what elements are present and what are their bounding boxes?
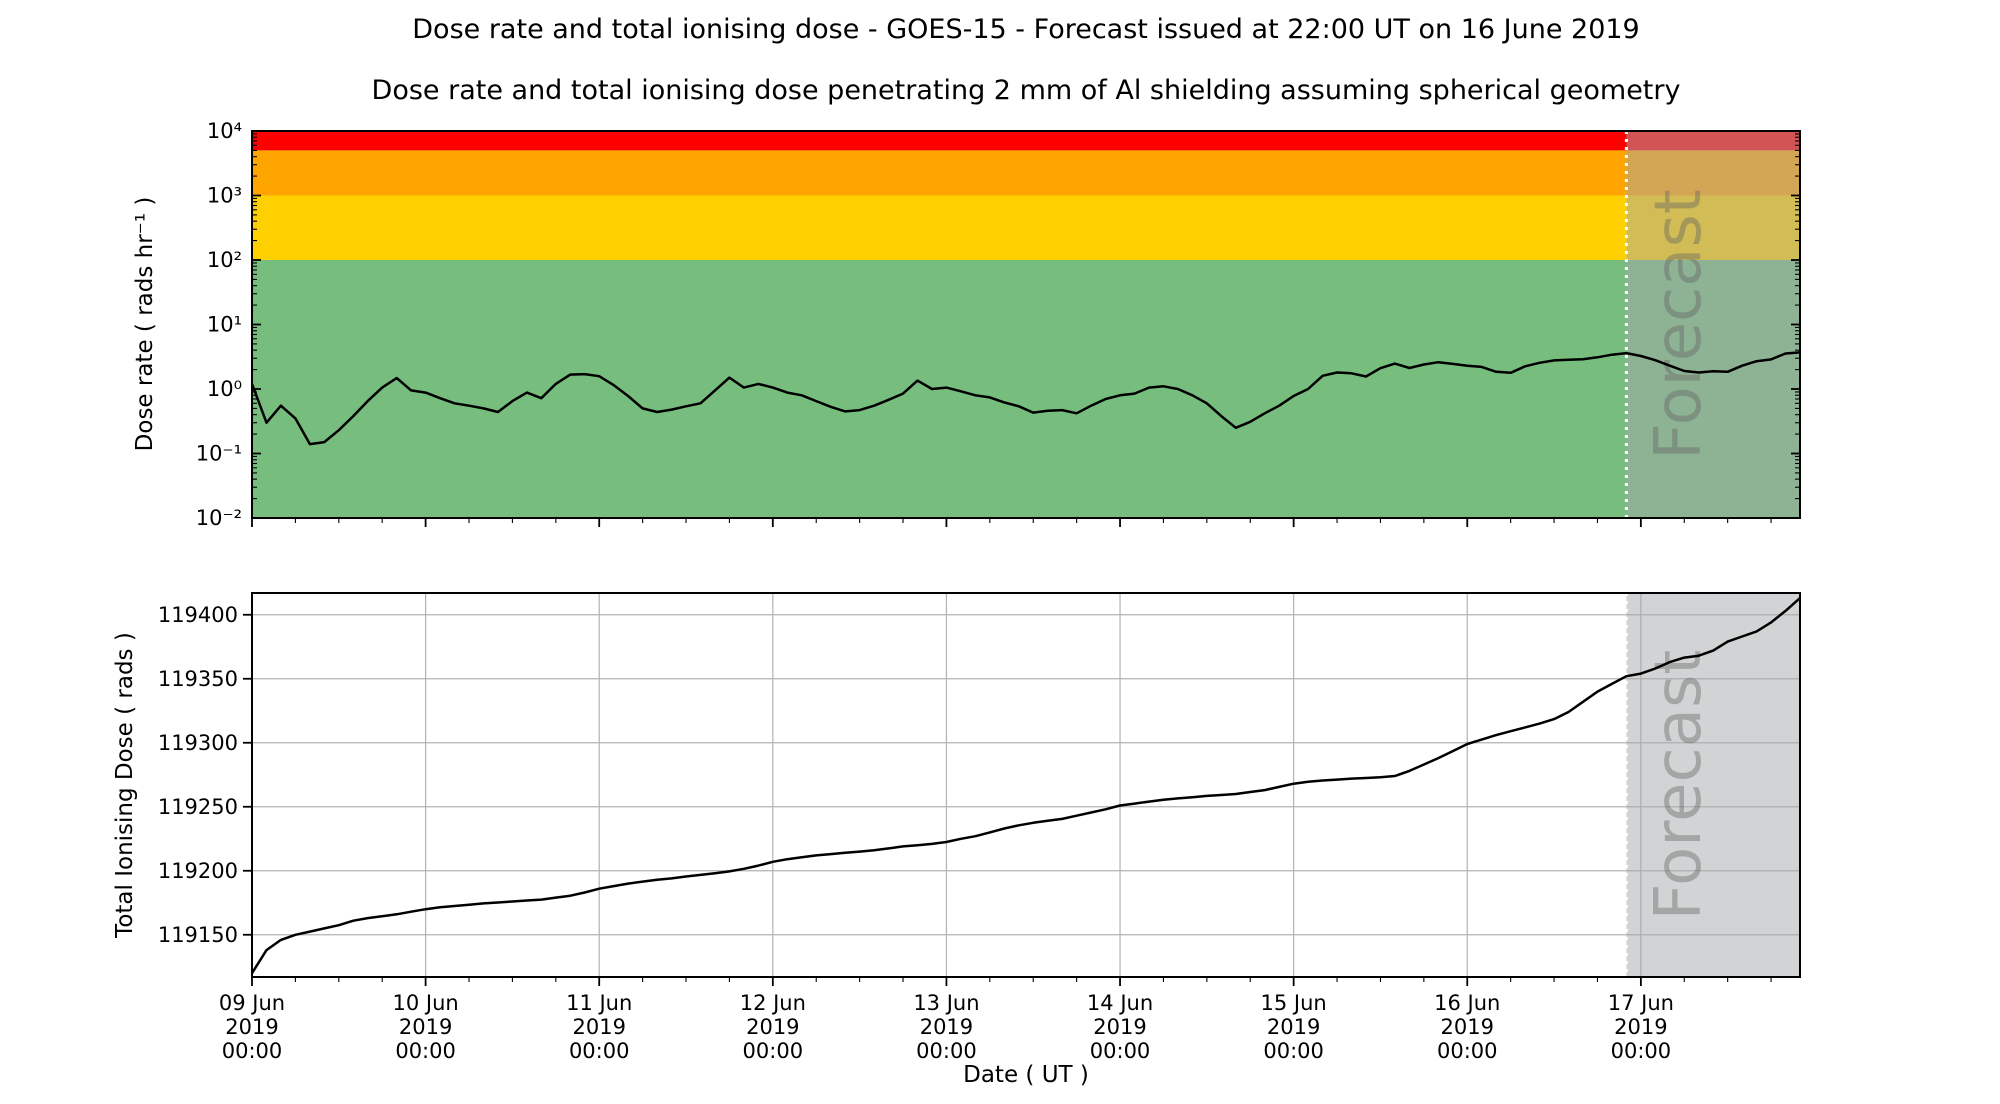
- dose-rate-y-axis-label: Dose rate ( rads hr⁻¹ ): [132, 197, 158, 452]
- y-tick-label: 10⁴: [207, 119, 242, 143]
- y-tick-label: 119250: [158, 795, 238, 819]
- x-tick-label: 00:00: [1263, 1039, 1324, 1063]
- band-red-alert: [252, 131, 1800, 151]
- total-dose-y-axis-label: Total Ionising Dose ( rads ): [112, 632, 138, 939]
- x-tick-label: 2019: [920, 1015, 973, 1039]
- x-tick-label: 00:00: [569, 1039, 630, 1063]
- x-tick-label: 2019: [1441, 1015, 1494, 1039]
- band-orange-warning: [252, 150, 1800, 196]
- dose-rate-panel: Forecast 10⁴ 10³ 10² 10¹ 10⁰ 10⁻¹ 10⁻²: [196, 119, 1801, 530]
- x-tick-label: 2019: [572, 1015, 625, 1039]
- dose-rate-line: [250, 351, 1801, 446]
- y-tick-label: 119200: [158, 859, 238, 883]
- band-green-nominal: [252, 260, 1800, 518]
- x-tick-label: 10 Jun: [392, 991, 458, 1015]
- dose-rate-panel-frame: [251, 130, 1801, 519]
- total-dose-panel-frame: [251, 592, 1801, 978]
- y-tick-label: 10⁰: [207, 377, 242, 401]
- band-yellow-caution: [252, 195, 1800, 260]
- y-tick-label: 119350: [158, 667, 238, 691]
- x-tick-label: 15 Jun: [1261, 991, 1327, 1015]
- x-tick-label: 16 Jun: [1434, 991, 1500, 1015]
- figure-title: Dose rate and total ionising dose - GOES…: [412, 14, 1639, 45]
- y-tick-label: 119400: [158, 603, 238, 627]
- x-tick-label: 00:00: [395, 1039, 456, 1063]
- x-tick-label: 00:00: [743, 1039, 804, 1063]
- x-tick-label: 17 Jun: [1608, 991, 1674, 1015]
- x-tick-label: 2019: [1614, 1015, 1667, 1039]
- x-tick-label: 00:00: [1611, 1039, 1672, 1063]
- x-tick-label: 2019: [225, 1015, 278, 1039]
- y-tick-label: 10⁻¹: [196, 442, 242, 466]
- forecast-watermark: Forecast: [1642, 189, 1716, 460]
- x-tick-label: 00:00: [1090, 1039, 1151, 1063]
- x-tick-label: 2019: [399, 1015, 452, 1039]
- x-tick-label: 2019: [746, 1015, 799, 1039]
- x-tick-label: 2019: [1267, 1015, 1320, 1039]
- y-tick-label: 10¹: [207, 313, 242, 337]
- x-tick-label: 09 Jun: [219, 991, 285, 1015]
- x-tick-label: 00:00: [222, 1039, 283, 1063]
- total-dose-line: [250, 597, 1801, 974]
- x-tick-label: 11 Jun: [566, 991, 632, 1015]
- y-tick-label: 10³: [207, 184, 242, 208]
- x-tick-label: 14 Jun: [1087, 991, 1153, 1015]
- total-dose-panel: Forecast 119150 119200 119250 119300 119350 11…: [158, 592, 1801, 1063]
- y-tick-label: 10⁻²: [196, 506, 242, 530]
- y-tick-label: 119150: [158, 923, 238, 947]
- y-tick-label: 119300: [158, 731, 238, 755]
- x-tick-label: 13 Jun: [913, 991, 979, 1015]
- x-tick-label: 2019: [1093, 1015, 1146, 1039]
- forecast-overlay: [1626, 593, 1800, 977]
- forecast-overlay: [1626, 131, 1800, 518]
- figure-subtitle: Dose rate and total ionising dose penetr…: [372, 75, 1681, 106]
- x-tick-label: 00:00: [916, 1039, 977, 1063]
- x-axis-label: Date ( UT ): [963, 1062, 1089, 1088]
- x-tick-label: 00:00: [1437, 1039, 1498, 1063]
- forecast-watermark: Forecast: [1642, 650, 1716, 921]
- x-tick-label: 12 Jun: [740, 991, 806, 1015]
- y-tick-label: 10²: [207, 248, 242, 272]
